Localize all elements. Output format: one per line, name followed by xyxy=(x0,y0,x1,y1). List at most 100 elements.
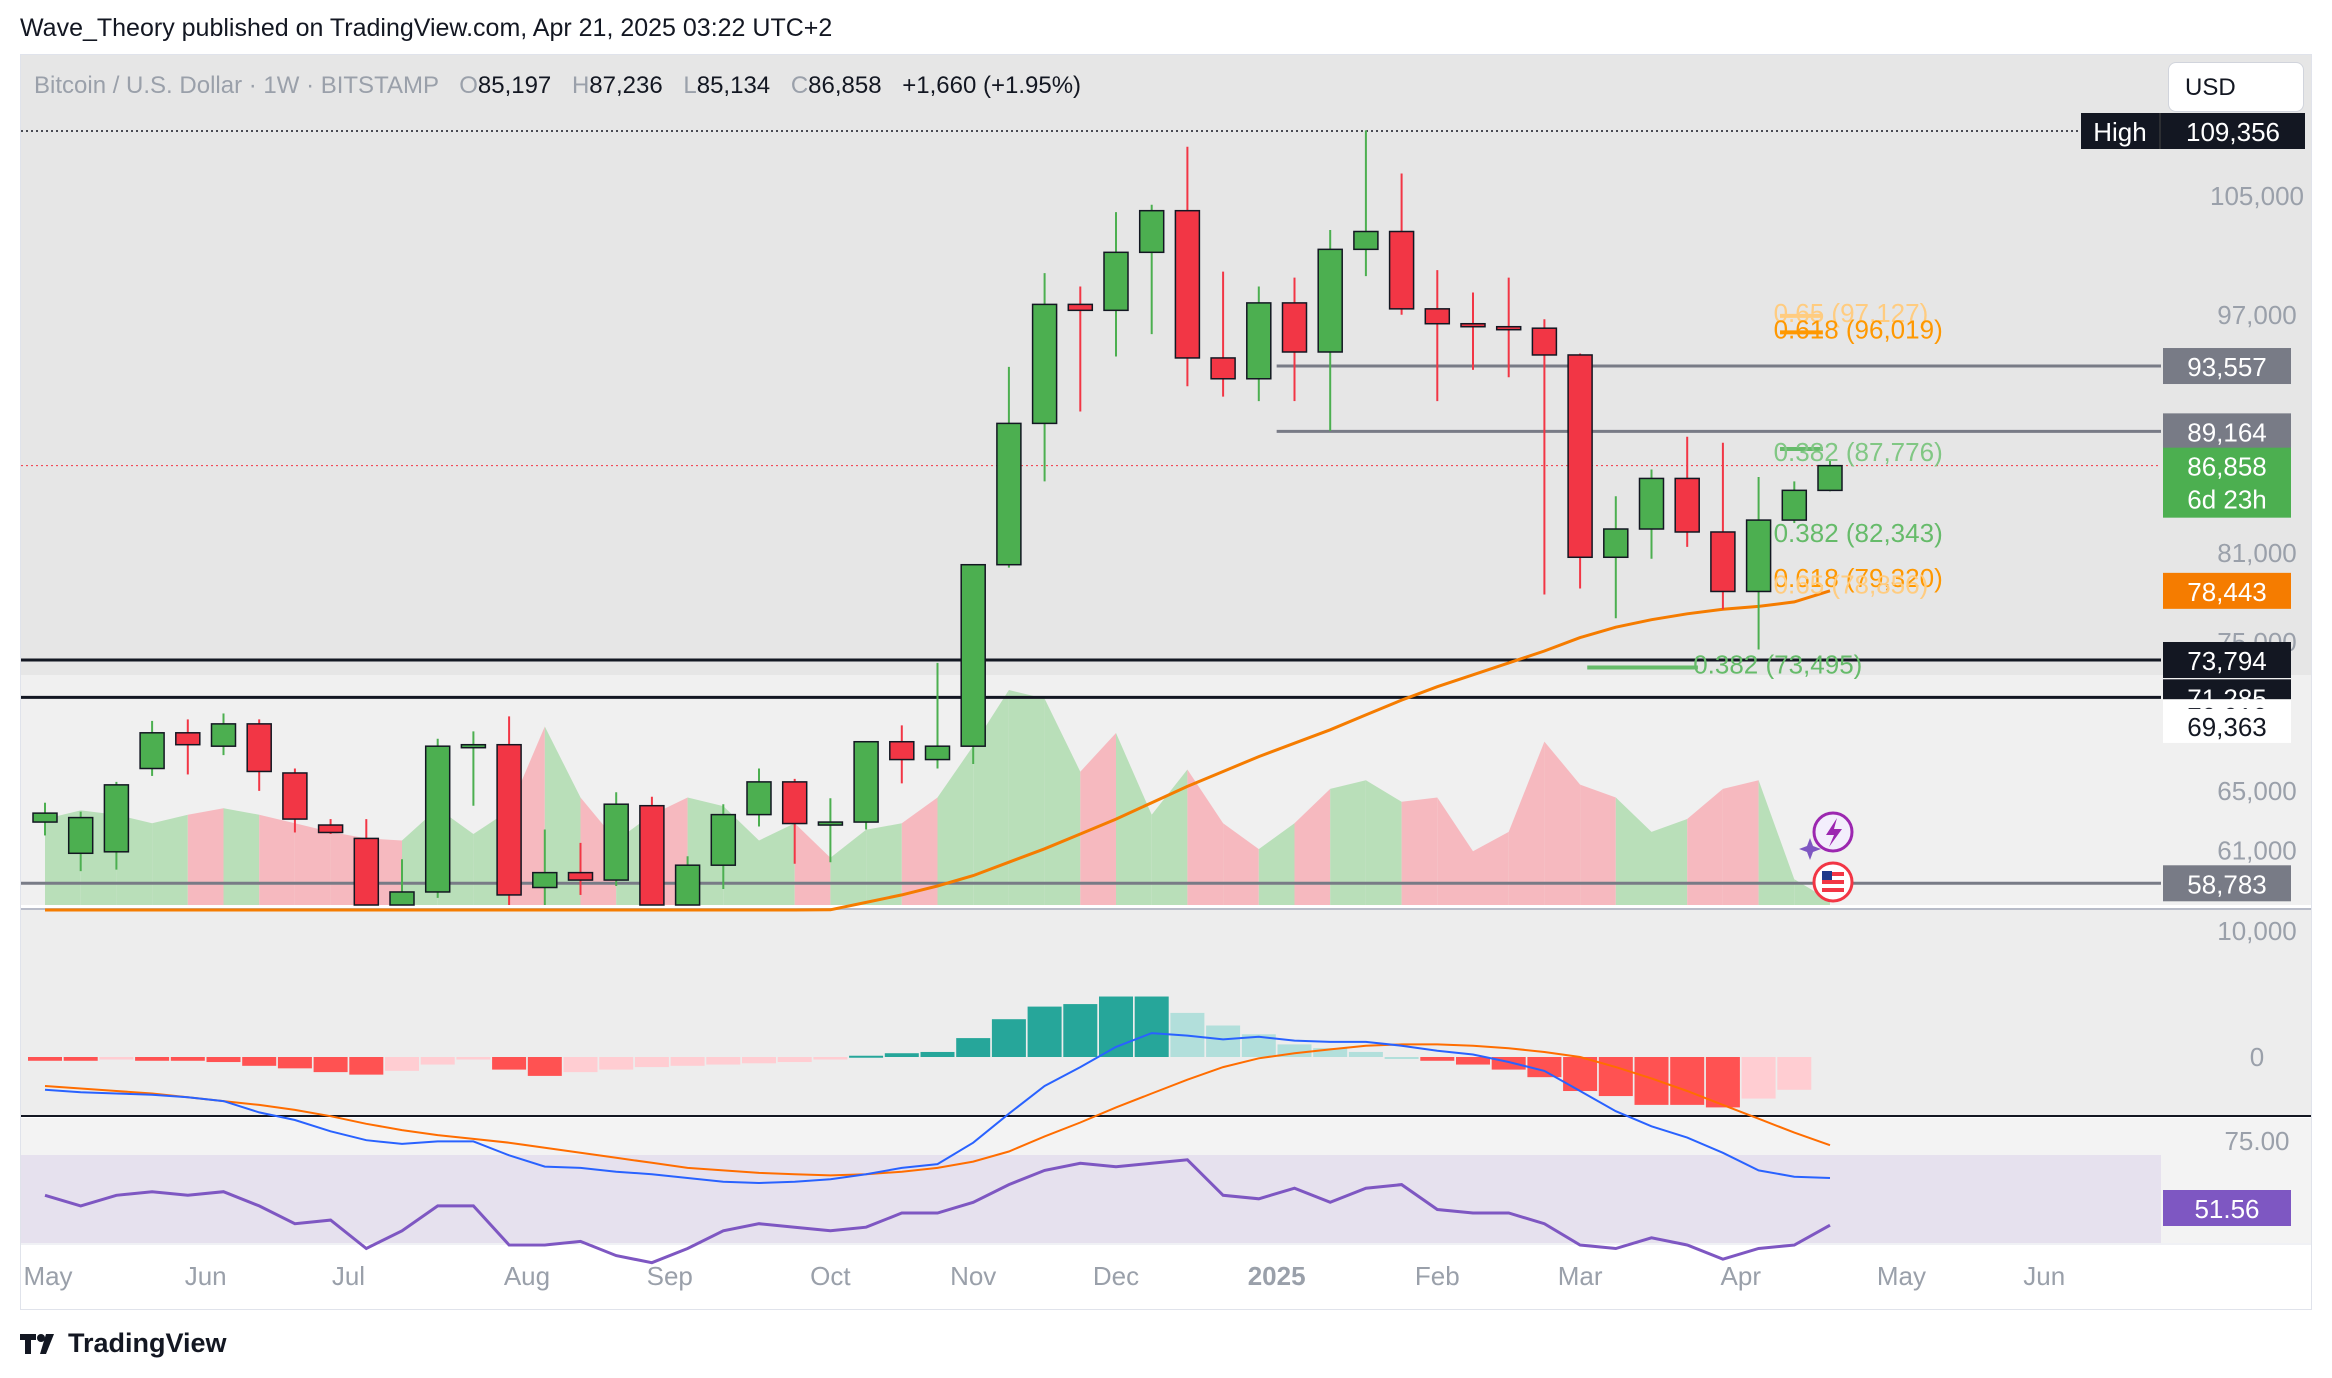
volume-segment xyxy=(187,808,224,905)
candle-body xyxy=(32,812,58,823)
candle-body xyxy=(175,732,201,746)
volume-segment xyxy=(1151,769,1188,905)
volume-segment xyxy=(1508,741,1545,905)
fib-label: 0.65 (78,856) xyxy=(1774,570,1929,600)
volume-segment xyxy=(1758,780,1795,905)
macd-histogram-bar xyxy=(277,1057,312,1069)
macd-histogram-bar xyxy=(777,1057,812,1063)
macd-histogram-bar xyxy=(492,1057,527,1070)
fib-label: 0.618 (79,320) xyxy=(1774,563,1943,593)
macd-pane: 10,000 0 xyxy=(28,916,2297,1185)
candle-body xyxy=(317,824,344,834)
volume-segment xyxy=(830,829,867,905)
candle-body xyxy=(1424,308,1451,325)
lightning-event-icon[interactable] xyxy=(1812,811,1854,853)
time-tick-label: Dec xyxy=(1093,1261,1139,1291)
sparkle-icon xyxy=(1799,838,1821,860)
volume-segment xyxy=(223,808,260,905)
last-price-tag-bg xyxy=(2163,447,2291,518)
macd-signal-line xyxy=(44,1043,1831,1177)
us-flag-event-icon[interactable] xyxy=(1812,861,1854,903)
time-tick-label: May xyxy=(23,1261,72,1291)
candle-body xyxy=(353,837,380,906)
volume-segment xyxy=(1473,831,1509,905)
volume-segment xyxy=(1116,733,1152,905)
volume-segment xyxy=(866,823,902,905)
time-tick-label: Mar xyxy=(1558,1261,1603,1291)
publisher-line: Wave_Theory published on TradingView.com… xyxy=(20,14,833,42)
candle-body xyxy=(1817,464,1843,492)
macd-histogram-bar xyxy=(456,1057,491,1060)
price-tick-label: 105,000 xyxy=(2210,181,2304,211)
fib-label: 0.65 (97,127) xyxy=(1774,298,1929,328)
candles xyxy=(32,130,1843,906)
macd-histogram-bar xyxy=(1527,1057,1562,1078)
time-tick-label: Jul xyxy=(332,1261,365,1291)
volume-segment xyxy=(1722,780,1759,905)
price-tag-bg xyxy=(2163,708,2291,743)
macd-histogram-bar xyxy=(1063,1004,1098,1057)
macd-histogram-bar xyxy=(742,1057,776,1064)
macd-histogram-bar xyxy=(1027,1006,1062,1057)
macd-histogram-bar xyxy=(1456,1057,1490,1065)
macd-histogram-bar xyxy=(349,1057,384,1075)
candle-body xyxy=(1138,209,1165,254)
candle-body xyxy=(1388,230,1415,310)
fib-labels: 0.65 (97,127)0.618 (96,019) 0.382 (87,776… xyxy=(1693,298,1943,680)
price-tick-label: 97,000 xyxy=(2217,300,2297,330)
candle-body xyxy=(424,745,451,893)
volume-segment xyxy=(1294,788,1331,905)
candle-body xyxy=(282,772,308,820)
macd-histogram-bar xyxy=(1348,1051,1383,1057)
candle-body xyxy=(1353,230,1379,251)
macd-histogram-bar xyxy=(99,1057,134,1060)
candle-body xyxy=(1567,354,1593,559)
candle-body xyxy=(1246,302,1272,380)
candle-body xyxy=(246,723,272,773)
price-tick-label: 61,000 xyxy=(2217,835,2297,865)
volume-segment xyxy=(544,726,581,905)
macd-histogram-bar xyxy=(563,1057,598,1073)
volume-segment xyxy=(1615,797,1652,905)
rsi-pane: 75.00 51.56 xyxy=(44,1126,2291,1265)
price-tick-label: 65,000 xyxy=(2217,776,2297,806)
macd-histogram-bar xyxy=(991,1019,1026,1057)
candle-body xyxy=(674,864,701,906)
volume-segment xyxy=(1330,780,1366,905)
low-value: 85,134 xyxy=(696,72,771,99)
symbol-legend[interactable]: Bitcoin / U.S. Dollar · 1W · BITSTAMP O8… xyxy=(34,72,1081,100)
macd-histogram-bar xyxy=(313,1057,348,1073)
candle-body xyxy=(210,723,237,747)
macd-histogram-bar xyxy=(956,1038,991,1057)
countdown-tag: 6d 23h xyxy=(2187,485,2267,515)
macd-histogram-bar xyxy=(1241,1034,1276,1057)
candle-body xyxy=(639,804,665,906)
macd-histogram-bar xyxy=(63,1057,98,1061)
close-key: C xyxy=(790,72,809,99)
macd-histogram-bar xyxy=(1634,1057,1669,1105)
tradingview-logo[interactable]: TradingView xyxy=(20,1328,227,1359)
candle-body xyxy=(853,740,879,823)
macd-histogram-bar xyxy=(527,1057,562,1076)
fib-label: 0.382 (73,495) xyxy=(1693,649,1862,679)
level-tag-bg xyxy=(2163,413,2291,450)
rsi-tick-label: 75.00 xyxy=(2224,1126,2289,1156)
candle-body xyxy=(567,871,594,881)
level-tag-bg xyxy=(2163,642,2291,678)
macd-histogram-bar xyxy=(1670,1057,1705,1105)
level-tag: 93,557 xyxy=(2187,352,2267,382)
candle-body xyxy=(1460,322,1486,328)
low-key: L xyxy=(683,72,697,99)
candle-body xyxy=(1031,303,1058,425)
volume-segment xyxy=(1580,784,1616,905)
volume-segment xyxy=(1365,780,1402,905)
currency-button[interactable]: USD xyxy=(2168,62,2304,112)
time-tick-label: Sep xyxy=(647,1261,693,1291)
candle-body xyxy=(103,784,130,853)
candle-body xyxy=(1674,477,1700,533)
price-tag: 69,363 xyxy=(2187,712,2267,742)
macd-histogram-bar xyxy=(599,1057,634,1070)
volume-segment xyxy=(1687,788,1723,905)
chart-frame[interactable] xyxy=(20,54,2312,1310)
